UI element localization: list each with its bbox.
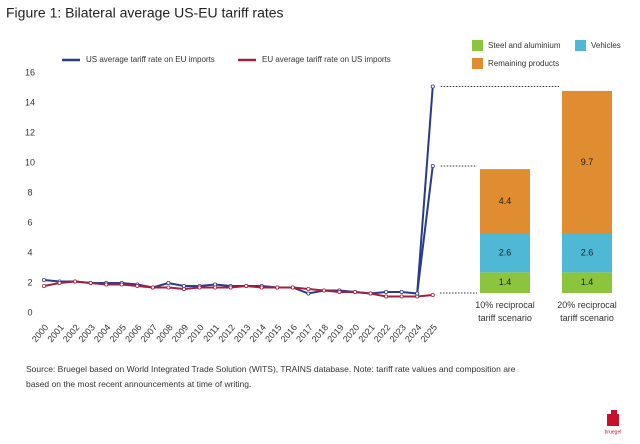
data-point [42,283,47,288]
x-tick-label: 2023 [387,322,408,344]
source-note: Source: Bruegel based on World Integrate… [26,364,516,389]
bar-segment [480,234,530,273]
data-label: 2.6 [499,248,512,258]
data-point [321,288,326,293]
x-tick-label: 2014 [248,322,269,344]
data-point [213,285,218,290]
logo-icon [607,414,619,426]
data-label: 1.4 [499,277,512,287]
data-point [306,286,311,291]
bar-segment [480,272,530,293]
data-point [88,280,93,285]
x-tick-label: 2016 [279,322,300,344]
legend-label: Vehicles [591,41,621,50]
y-tick-label: 16 [25,67,35,77]
series-line [43,280,433,298]
data-point [430,163,435,168]
data-label: 9.7 [581,157,594,167]
x-tick-label: 2001 [45,322,66,344]
legend-swatch [575,40,586,51]
x-tick-label: 2025 [419,322,440,344]
y-tick-label: 0 [27,307,32,317]
legend-label: Steel and aluminium [488,41,561,50]
data-point [42,277,47,282]
x-tick-label: 2015 [263,322,284,344]
x-tick-label: 2003 [76,322,97,344]
data-point [181,286,186,291]
x-tick-label: 2013 [232,322,253,344]
data-point [259,285,264,290]
x-tick-label: 2012 [216,322,237,344]
data-point [150,285,155,290]
series-line [416,165,434,294]
logo-icon [611,410,617,416]
x-tick-label: 2021 [356,322,377,344]
bar-segment [562,272,612,293]
data-point [384,289,389,294]
data-point [399,289,404,294]
legend-swatch [472,58,483,69]
data-point [399,294,404,299]
legend-swatch [472,40,483,51]
legend-label: Remaining products [488,59,559,68]
y-tick-label: 6 [27,217,32,227]
x-tick-label: 2017 [294,322,315,344]
logo: bruegel [605,429,622,435]
data-point [290,285,295,290]
data-point [384,294,389,299]
x-tick-label: 2005 [108,322,129,344]
x-tick-label: 2007 [139,322,160,344]
y-tick-label: 4 [27,247,32,257]
y-tick-label: 2 [27,277,32,287]
bar-segment [480,169,530,234]
x-tick-label: 2004 [92,322,113,344]
data-point [337,289,342,294]
data-point [430,292,435,297]
data-point [119,282,124,287]
chart-title: Figure 1: Bilateral average US-EU tariff… [6,5,284,21]
y-tick-label: 14 [25,97,35,107]
x-tick-label: 2018 [310,322,331,344]
bar-segment [562,234,612,273]
data-point [135,283,140,288]
data-point [352,289,357,294]
x-tick-label: 2020 [341,322,362,344]
data-point [244,283,249,288]
bar-segment [562,90,612,234]
legend-label: EU average tariff rate on US imports [262,55,391,64]
data-point [166,280,171,285]
data-point [166,285,171,290]
y-tick-label: 8 [27,187,32,197]
series-line [43,86,434,295]
x-tick-label: 2002 [61,322,82,344]
y-tick-label: 12 [25,127,35,137]
x-tick-label: 2022 [372,322,393,344]
data-point [306,291,311,296]
data-label: 4.4 [499,196,512,206]
data-point [197,285,202,290]
data-label: 2.6 [581,248,594,258]
x-tick-label: 2010 [185,322,206,344]
x-tick-label: 20% reciprocal tariff scenario [557,300,617,323]
data-point [430,84,435,89]
x-tick-label: 10% reciprocal tariff scenario [475,300,535,323]
x-tick-label: 2024 [403,322,424,344]
legend-label: US average tariff rate on EU imports [86,55,215,64]
data-label: 1.4 [581,277,594,287]
data-point [104,282,109,287]
data-point [415,291,420,296]
data-point [275,285,280,290]
x-tick-label: 2019 [325,322,346,344]
data-point [228,285,233,290]
x-tick-label: 2008 [154,322,175,344]
x-tick-label: 2006 [123,322,144,344]
x-tick-label: 2009 [170,322,191,344]
y-tick-label: 10 [25,157,35,167]
data-point [57,280,62,285]
data-point [73,279,78,284]
data-point [368,291,373,296]
x-tick-label: 2000 [30,322,51,344]
